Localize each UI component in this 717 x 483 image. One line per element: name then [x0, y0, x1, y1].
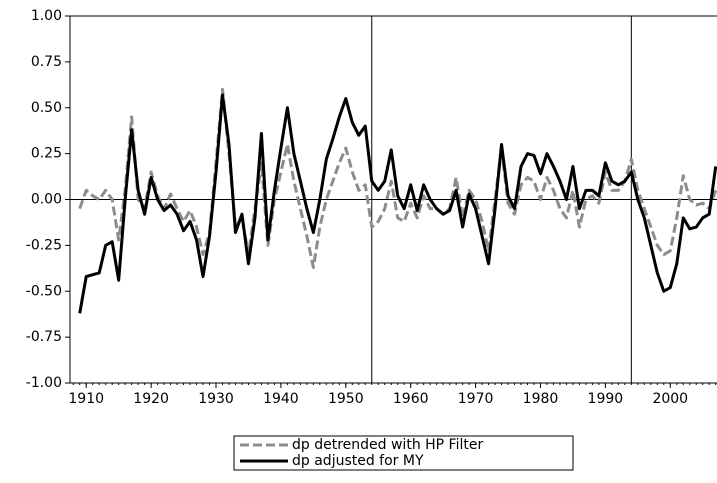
x-tick-label: 1960: [393, 391, 429, 407]
series-line: [78, 87, 717, 269]
y-tick-label: 0.25: [31, 146, 62, 162]
y-tick-label: -0.25: [26, 237, 62, 253]
x-tick-label: 1930: [198, 391, 234, 407]
legend-box: [233, 435, 574, 471]
y-tick-label: 0.00: [31, 192, 62, 208]
x-tick-label: 2000: [652, 391, 688, 407]
y-tick-label: 0.75: [31, 54, 62, 70]
y-tick-label: 1.00: [31, 8, 62, 24]
x-tick-label: 1980: [523, 391, 559, 407]
series-line: [78, 93, 717, 314]
x-tick-label: 1970: [458, 391, 494, 407]
x-tick-label: 1940: [263, 391, 299, 407]
x-tick-label: 1950: [328, 391, 364, 407]
x-tick-label: 1920: [133, 391, 169, 407]
y-tick-label: -0.50: [26, 283, 62, 299]
x-tick-label: 1910: [68, 391, 104, 407]
legend-label: dp adjusted for MY: [292, 453, 424, 469]
y-tick-label: -0.75: [26, 329, 62, 345]
y-tick-label: -1.00: [26, 375, 62, 391]
legend-label: dp detrended with HP Filter: [292, 437, 483, 453]
y-tick-label: 0.50: [31, 100, 62, 116]
x-tick-label: 1990: [588, 391, 624, 407]
